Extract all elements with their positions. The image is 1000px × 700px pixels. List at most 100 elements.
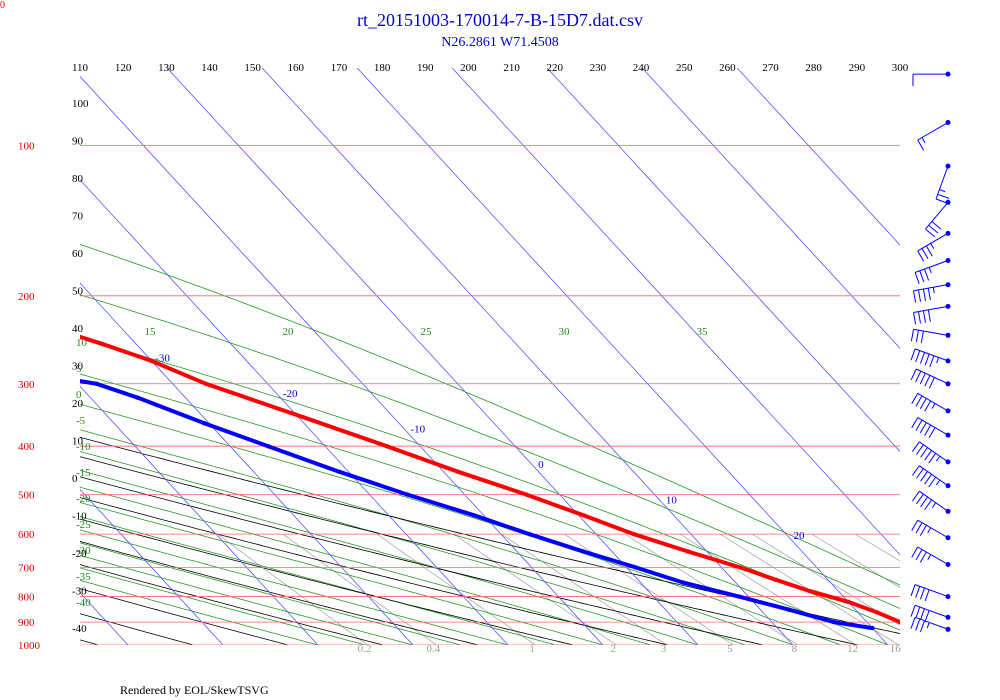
wind-barb-flag [927,288,931,300]
dry-adiabat-line [80,564,384,645]
wind-barb-point [945,332,951,338]
dry-adiabat-label: 170 [331,62,348,74]
left-axis-label: 70 [72,211,84,223]
moist-adiabat-label: -10 [76,441,91,453]
dry-adiabat-label: 240 [633,62,650,74]
wind-barb-flag [935,479,941,486]
moist-adiabat-line [80,516,556,645]
dry-adiabat-line [80,456,859,645]
wind-barb-flag [927,527,932,534]
isotherm-line [80,179,509,645]
wind-barb-staff [917,546,949,565]
wind-barb-staff [914,348,949,362]
moist-adiabat-line [80,567,366,645]
wind-barb-point [945,71,951,77]
temperature-point [100,342,106,347]
chart-subtitle: N26.2861 W71.4508 [441,35,559,50]
temperature-point [581,513,586,518]
corner-label: 0 [0,0,5,11]
dewpoint-point [736,594,742,599]
wind-barb-flag [911,490,920,502]
wind-barb-flag [919,422,927,434]
dry-adiabat-label: 110 [72,62,89,74]
dry-adiabat-line [0,68,3,645]
dry-adiabat-line [80,497,669,645]
dewpoint-point [634,565,639,570]
wind-barb-flag [925,245,933,257]
pressure-label: 800 [18,592,35,604]
wind-barb-flag [926,622,930,629]
left-axis-label: 30 [72,361,84,373]
dry-adiabat-label: 290 [849,62,866,74]
mixing-ratio-label: 16 [890,643,902,655]
wind-barb-point [945,483,951,489]
footer-credit: Rendered by EOL/SkewTSVG [120,683,269,697]
dry-adiabat-label: 150 [244,62,261,74]
wind-barb-flag [913,290,917,303]
mixing-ratio-line [282,533,437,645]
pressure-label: 600 [18,529,35,541]
wind-barb-flag [914,272,920,284]
moist-adiabat-label: -15 [76,467,91,479]
wind-barb-point [945,626,951,632]
wind-barb-staff [914,604,949,618]
wind-barb-flag [911,417,919,429]
wind-barb-point [945,120,951,125]
temperature-point [203,381,209,386]
wind-barb-flag [915,395,923,407]
wind-barb-flag [924,474,933,485]
wind-barb-flag [916,493,924,505]
dewpoint-point [50,374,54,378]
moist-adiabat-label: 15 [145,326,157,338]
moist-adiabat-line [80,554,414,645]
wind-barb-flag [910,617,916,629]
wind-barb-flag [920,471,928,482]
temperature-point [455,469,461,474]
temperature-point [773,577,778,582]
temperature-point [384,444,389,449]
temperature-point [301,415,306,420]
dewpoint-point [265,444,271,449]
isotherm-line [546,68,900,453]
isotherm-line [166,68,699,645]
left-axis-label: -10 [72,511,87,523]
dry-adiabat-line [80,476,764,645]
wind-barb-point [945,535,951,541]
wind-barb-staff [916,368,949,385]
isotherm-label: -10 [411,424,426,436]
wind-barb-flag [918,289,921,302]
dry-adiabat-label: 160 [288,62,305,74]
wind-barb-flag [924,450,933,461]
dry-adiabat-line [80,588,289,645]
wind-barb-point [945,282,951,288]
mixing-ratio-label: 0.2 [358,643,372,655]
wind-barb-flag [919,587,925,600]
wind-barb-flag [915,350,921,363]
wind-barb-flag [911,441,920,452]
moist-adiabat-line [80,542,461,645]
wind-barb-staff [917,232,949,252]
wind-barb-flag [919,270,925,283]
isotherm-line [261,68,794,645]
wind-barb-flag [910,348,916,361]
left-axis-label: 90 [72,136,84,148]
dewpoint-point [831,619,836,625]
dry-adiabat-label: 200 [460,62,477,74]
wind-barb-staff [914,584,949,598]
mixing-ratio-line [217,533,368,645]
dewpoint-point [94,381,99,386]
wind-barbs [910,71,951,633]
wind-barb-flag [913,312,917,325]
wind-barb-staff [913,284,949,292]
wind-barb-flag [919,608,925,621]
wind-barb-flag [924,268,930,281]
wind-barb-point [945,199,951,205]
wind-barb-flag [924,424,932,436]
dry-adiabat-label: 190 [417,62,434,74]
wind-barb-flag [916,468,924,479]
mixing-ratio-line [811,533,900,588]
wind-barb-flag [911,546,919,558]
isotherm-line [80,385,319,645]
